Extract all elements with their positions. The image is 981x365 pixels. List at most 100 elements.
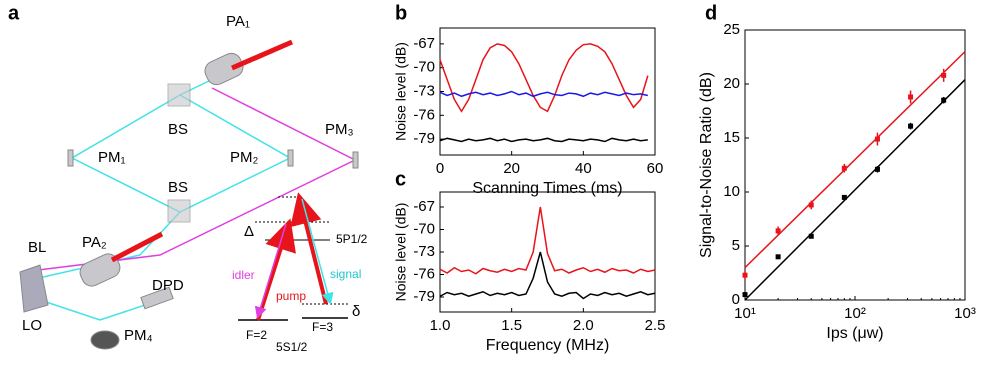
- label: 5P1/2: [336, 232, 368, 246]
- y-tick-label: 0: [732, 291, 740, 308]
- data-line: [744, 79, 966, 301]
- x-tick-label: 1.0: [430, 317, 451, 334]
- point: [742, 272, 748, 278]
- label: signal: [330, 267, 361, 281]
- beam-splitter: [167, 83, 191, 107]
- detector: [140, 286, 174, 310]
- y-tick-label: -67: [413, 35, 435, 52]
- data-line: [439, 43, 649, 113]
- y-tick-label: -73: [413, 82, 435, 99]
- x-axis-label: Scanning Times (ms): [472, 180, 622, 197]
- y-axis-label: Noise level (dB): [393, 42, 409, 141]
- label: PM₃: [325, 121, 354, 138]
- data-line: [439, 90, 648, 98]
- mirror: [67, 149, 74, 167]
- label: F=3: [312, 320, 333, 334]
- plot-frame: [744, 29, 966, 301]
- mirror: [287, 149, 294, 167]
- optics: [19, 52, 359, 350]
- label: PA₂: [82, 234, 107, 251]
- label: PM₂: [230, 149, 259, 166]
- label: 5S1/2: [276, 340, 308, 354]
- data-line: [744, 51, 966, 269]
- beams: [21, 77, 357, 321]
- label: PA₁: [226, 13, 250, 30]
- y-tick-label: -73: [413, 243, 435, 260]
- y-tick-label: -70: [413, 220, 435, 237]
- label: idler: [232, 268, 255, 282]
- y-tick-label: -67: [413, 198, 435, 215]
- point: [742, 292, 748, 298]
- y-tick-label: -76: [413, 106, 435, 123]
- x-tick-label: 60: [647, 160, 664, 177]
- label: δ: [352, 303, 360, 320]
- point: [941, 72, 947, 78]
- label: BL: [28, 239, 46, 256]
- block: [19, 264, 49, 313]
- point: [874, 136, 880, 142]
- mirror: [352, 151, 359, 169]
- amplifier: [79, 253, 121, 287]
- y-tick-label: 15: [723, 129, 740, 146]
- data-line: [439, 251, 656, 300]
- label: LO: [22, 317, 42, 334]
- pump-arrow: [256, 218, 296, 321]
- x-tick-label: 2.5: [645, 317, 666, 334]
- point: [908, 94, 914, 100]
- label: DPD: [152, 277, 184, 294]
- label: Δ: [244, 223, 254, 240]
- pump-beam: [231, 39, 293, 71]
- panel-label: a: [8, 2, 20, 24]
- y-axis-label: Noise level (dB): [393, 203, 409, 302]
- signal-arrow: [301, 198, 334, 305]
- label: BS: [168, 121, 188, 138]
- y-tick-label: -76: [413, 265, 435, 282]
- label: BS: [168, 179, 188, 196]
- x-axis-label: Ips (μw): [826, 325, 883, 342]
- x-tick-label: 0: [436, 160, 444, 177]
- x-tick-label: 40: [575, 160, 592, 177]
- y-axis-label: Signal-to-Noise Ratio (dB): [698, 72, 715, 258]
- y-tick-label: 10: [723, 183, 740, 200]
- point: [808, 233, 814, 239]
- y-tick-label: -79: [413, 288, 435, 305]
- label: PM₄: [124, 327, 153, 344]
- data-line: [439, 137, 648, 143]
- beam-splitter: [167, 199, 191, 223]
- panel-label: d: [705, 2, 717, 24]
- x-tick-label: 10²: [844, 305, 866, 322]
- setup-diagram: a PA₁ BS PM₁ PM₂ PM₃ BS PA₂ BL DPD LO PM…: [8, 2, 368, 354]
- y-tick-label: 25: [723, 21, 740, 38]
- point: [775, 254, 781, 260]
- magenta-beam: [21, 87, 357, 273]
- x-tick-label: 2.0: [573, 317, 594, 334]
- pump-arrow: [290, 192, 328, 305]
- data-line: [439, 206, 656, 275]
- x-tick-label: 20: [503, 160, 520, 177]
- point: [841, 165, 847, 171]
- y-tick-label: -70: [413, 59, 435, 76]
- y-tick-label: 20: [723, 75, 740, 92]
- panel-label: b: [395, 2, 407, 24]
- y-tick-label: 5: [732, 237, 740, 254]
- panel-label: c: [395, 168, 406, 190]
- amplifier: [204, 52, 244, 86]
- y-tick-label: -79: [413, 130, 435, 147]
- x-tick-label: 10³: [954, 305, 976, 322]
- label: pump: [276, 289, 306, 303]
- pump-beam: [110, 231, 164, 263]
- point: [908, 123, 914, 129]
- x-tick-label: 10¹: [734, 305, 756, 322]
- point: [775, 228, 781, 234]
- point: [841, 194, 847, 200]
- point: [808, 202, 814, 208]
- point: [874, 166, 880, 172]
- label: PM₁: [98, 149, 126, 166]
- mirror: [90, 330, 120, 350]
- x-tick-label: 1.5: [501, 317, 522, 334]
- idler-arrow: [254, 223, 287, 319]
- x-axis-label: Frequency (MHz): [486, 337, 610, 354]
- label: F=2: [246, 328, 267, 342]
